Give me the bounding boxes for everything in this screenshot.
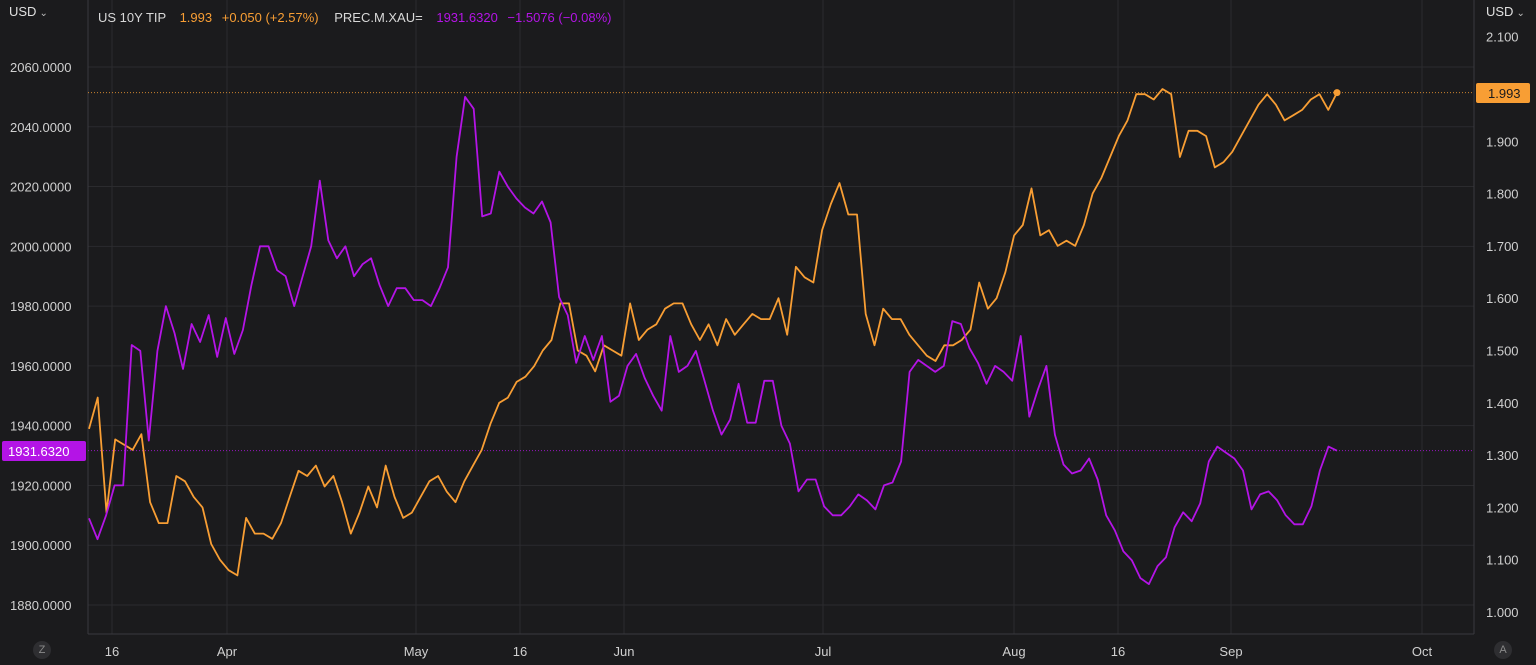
legend-series2-change: −1.5076 (−0.08%): [507, 10, 611, 25]
left-tick-label: 1900.0000: [10, 538, 71, 553]
time-tick-label: Aug: [1002, 644, 1025, 659]
zoom-button[interactable]: Z: [33, 641, 51, 659]
auto-scale-button[interactable]: A: [1494, 641, 1512, 659]
left-price-axis[interactable]: 1880.0000 1900.0000 1920.0000 1940.0000 1960…: [10, 60, 71, 613]
right-tick-label: 1.300: [1486, 448, 1519, 463]
time-tick-label: May: [404, 644, 429, 659]
right-unit-selector[interactable]: USD ⌄: [1486, 4, 1525, 19]
right-unit-label: USD: [1486, 4, 1514, 19]
left-last-price-label: 1931.6320: [2, 441, 86, 461]
right-tick-label: 1.200: [1486, 500, 1519, 515]
left-tick-label: 1920.0000: [10, 478, 71, 493]
right-tick-label: 1.400: [1486, 396, 1519, 411]
time-tick-label: Apr: [217, 644, 238, 659]
time-tick-label: Sep: [1219, 644, 1242, 659]
time-tick-label: Jun: [614, 644, 635, 659]
right-tick-label: 1.500: [1486, 344, 1519, 359]
left-unit-selector[interactable]: USD ⌄: [9, 4, 48, 19]
left-last-price-text: 1931.6320: [8, 444, 69, 459]
right-tick-label: 1.800: [1486, 187, 1519, 202]
right-last-price-text: 1.993: [1488, 86, 1521, 101]
left-tick-label: 1980.0000: [10, 299, 71, 314]
legend-series1-change: +0.050 (+2.57%): [222, 10, 319, 25]
time-tick-label: 16: [105, 644, 119, 659]
left-last-price-bg: [2, 441, 86, 461]
left-tick-label: 2020.0000: [10, 180, 71, 195]
last-price-lines: [88, 92, 1474, 452]
right-tick-label: 1.100: [1486, 553, 1519, 568]
series-line-gold-xau: [88, 96, 1338, 585]
legend-series2-last: 1931.6320: [436, 10, 497, 25]
right-tick-label: 1.900: [1486, 134, 1519, 149]
time-tick-label: 16: [513, 644, 527, 659]
right-tick-label: 1.700: [1486, 239, 1519, 254]
right-tick-label: 1.600: [1486, 291, 1519, 306]
legend-series2-name: PREC.M.XAU=: [334, 10, 423, 25]
left-tick-label: 1880.0000: [10, 598, 71, 613]
left-tick-label: 2060.0000: [10, 60, 71, 75]
right-last-price-label: 1.993: [1476, 83, 1530, 103]
left-tick-label: 2040.0000: [10, 120, 71, 135]
left-tick-label: 1960.0000: [10, 359, 71, 374]
chevron-down-icon: ⌄: [39, 8, 48, 19]
chevron-down-icon: ⌄: [1516, 8, 1525, 19]
legend: US 10Y TIP 1.993 +0.050 (+2.57%) PREC.M.…: [98, 10, 612, 25]
right-last-price-bg: [1476, 83, 1530, 103]
legend-series1-name: US 10Y TIP: [98, 10, 166, 25]
time-tick-label: Oct: [1412, 644, 1433, 659]
left-tick-label: 2000.0000: [10, 239, 71, 254]
time-tick-label: Jul: [815, 644, 832, 659]
series-line-us-10y-tip: [88, 88, 1338, 577]
right-tick-label: 2.100: [1486, 30, 1519, 45]
left-unit-label: USD: [9, 4, 37, 19]
time-tick-label: 16: [1111, 644, 1125, 659]
series-layer: [88, 88, 1341, 585]
legend-series1-last: 1.993: [180, 10, 213, 25]
time-axis[interactable]: 16 Apr May 16 Jun Jul Aug 16 Sep Oct: [105, 644, 1433, 659]
right-price-axis[interactable]: 1.000 1.100 1.200 1.300 1.400 1.500 1.600 1.700…: [1486, 30, 1519, 620]
last-point-marker: [1333, 89, 1341, 97]
left-tick-label: 1940.0000: [10, 419, 71, 434]
right-tick-label: 1.000: [1486, 605, 1519, 620]
